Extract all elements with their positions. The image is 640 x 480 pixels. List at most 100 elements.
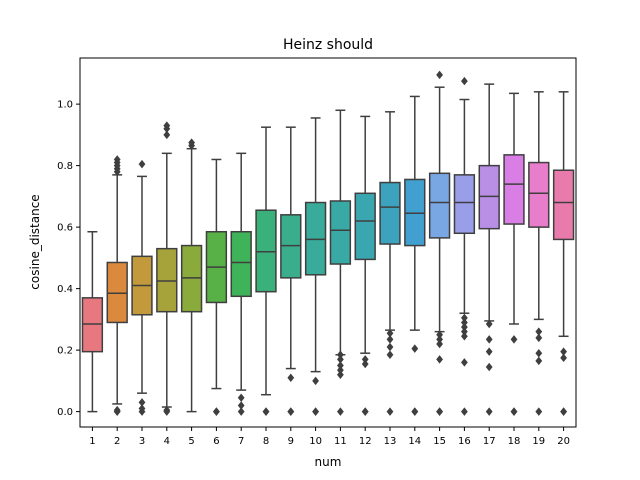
chart-title: Heinz should [283,37,373,53]
flier-7-1 [237,401,245,410]
flier-4-4 [163,121,171,130]
y-tick-label-0.0: 0.0 [57,407,73,418]
flier-12-3 [361,355,369,364]
y-tick-label-0.6: 0.6 [57,223,73,234]
flier-11-3 [337,361,344,370]
x-tick-label-17: 17 [483,436,496,447]
x-tick-label-4: 4 [164,436,170,447]
x-axis-label: num [315,455,342,469]
plot-area: 0.00.20.40.60.81.01 2 3 4 5 6 7 8 9 10 11 12 13 14 15 1… [57,57,577,447]
box-14 [404,178,426,247]
flier-14-1 [411,407,419,416]
flier-15-2 [436,355,443,364]
flier-12-2 [361,359,369,369]
flier-4-1 [163,405,171,415]
box-1 [81,297,104,353]
x-tick-label-3: 3 [139,436,145,447]
flier-2-7 [113,155,121,164]
flier-20-3 [560,347,567,356]
flier-11-0 [337,407,344,416]
flier-9-2 [287,373,295,383]
flier-19-1 [535,356,543,366]
flier-16-7 [461,76,468,86]
flier-11-4 [337,355,344,364]
y-tick-label-0.4: 0.4 [57,284,73,295]
box-17 [478,164,500,230]
box-11 [329,200,352,265]
box-16 [453,174,476,235]
x-tick-label-16: 16 [458,436,471,447]
flier-9-1 [287,407,295,416]
flier-17-1 [485,362,493,372]
box-10 [304,201,327,276]
flier-17-0 [485,407,493,416]
x-tick-label-12: 12 [359,436,372,447]
flier-6-1 [213,407,220,416]
flier-13-2 [386,342,394,352]
flier-13-3 [386,335,394,344]
flier-5-1 [188,138,195,147]
flier-7-2 [237,393,245,403]
flier-3-1 [138,404,146,413]
box-19 [528,161,550,228]
box-8 [255,209,277,293]
flier-16-5 [461,318,468,327]
x-tick-label-18: 18 [508,436,521,447]
box-13 [379,181,401,245]
x-tick-label-6: 6 [213,436,219,447]
flier-13-4 [386,328,394,338]
flier-16-3 [461,327,468,336]
flier-20-2 [560,353,567,363]
box-18 [503,154,525,225]
flier-20-1 [560,407,567,416]
flier-14-2 [411,344,419,353]
flier-19-4 [535,327,543,336]
flier-10-2 [312,376,319,386]
box-15 [428,172,451,239]
box-12 [354,192,376,261]
x-tick-label-7: 7 [238,436,244,447]
flier-10-1 [312,407,319,416]
box-5 [180,244,203,313]
flier-16-6 [461,313,468,323]
x-tick-label-8: 8 [263,436,269,447]
flier-15-6 [436,70,443,80]
x-tick-label-10: 10 [309,436,322,447]
flier-19-0 [535,407,543,416]
flier-11-1 [337,370,344,379]
flier-15-5 [436,330,443,339]
x-tick-label-20: 20 [557,436,570,447]
x-tick-label-1: 1 [89,436,95,447]
x-tick-label-5: 5 [188,436,194,447]
flier-16-1 [461,358,468,367]
flier-3-3 [138,159,146,169]
flier-18-2 [510,335,518,344]
flier-16-4 [461,322,468,332]
x-tick-label-19: 19 [532,436,545,447]
x-tick-label-2: 2 [114,436,120,447]
flier-15-4 [436,335,443,344]
x-tick-label-15: 15 [433,436,446,447]
flier-19-3 [535,333,543,343]
flier-18-1 [510,407,518,416]
flier-11-2 [337,365,344,375]
box-4 [156,247,178,313]
flier-8-1 [262,407,270,416]
x-tick-label-11: 11 [334,436,347,447]
y-axis-label: cosine_distance [28,194,42,289]
flier-3-2 [138,398,146,407]
flier-15-1 [436,407,443,416]
flier-12-1 [361,407,369,416]
box-7 [230,230,252,298]
flier-4-2 [163,130,171,140]
flier-2-2 [113,405,121,415]
box-2 [106,261,128,324]
flier-13-0 [386,407,394,416]
plot-frame [79,57,577,428]
y-tick-label-0.2: 0.2 [57,346,73,357]
x-tick-label-14: 14 [408,436,421,447]
flier-19-2 [535,348,543,358]
box-20 [552,169,575,241]
flier-13-1 [386,350,394,359]
